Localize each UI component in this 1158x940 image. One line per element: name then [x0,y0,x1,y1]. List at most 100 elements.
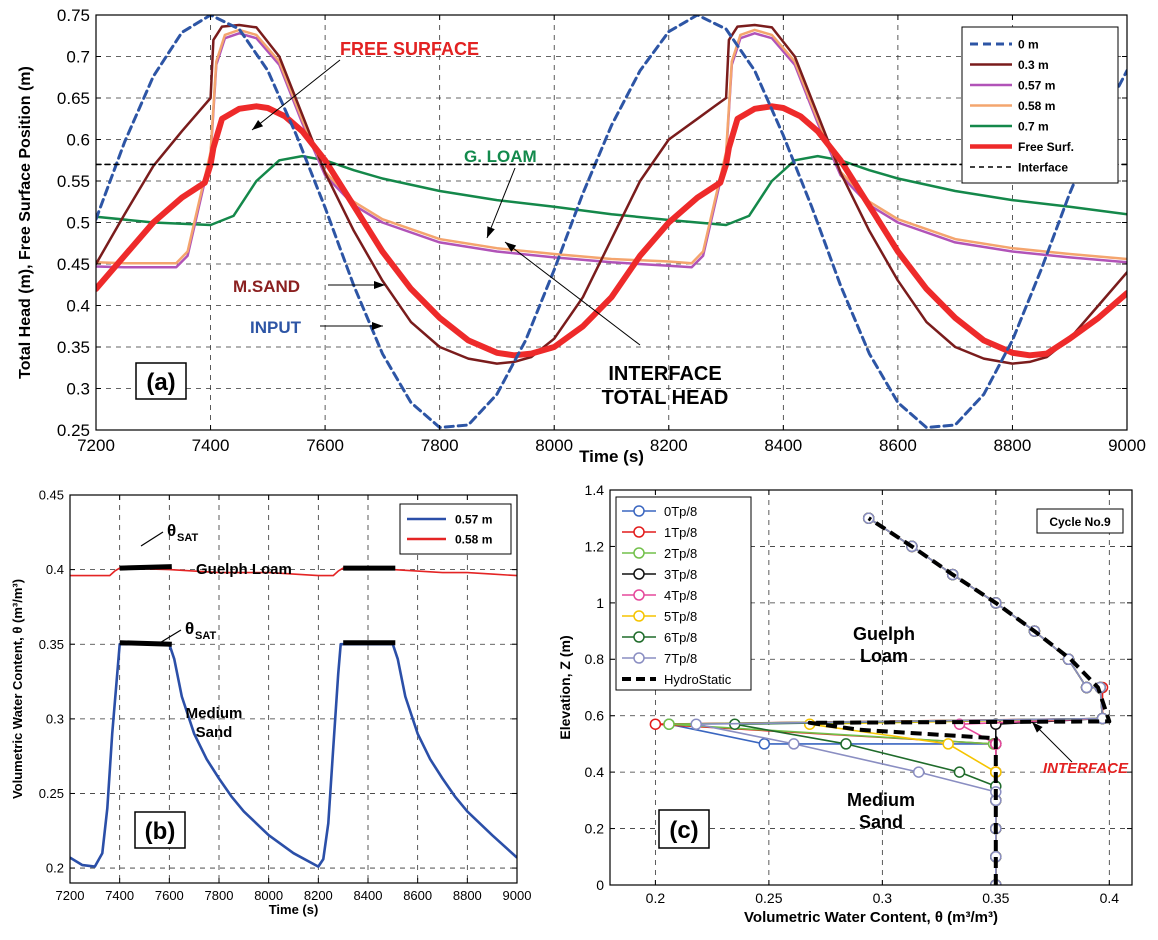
b-xtick-label: 8000 [254,888,283,903]
b-legend-box [399,503,512,555]
a-ytick-label: 0.4 [66,296,90,315]
c-annotation-medium-line1: Medium [847,790,915,810]
c-series-group [649,512,1112,885]
c-legend-label: 4Tp/8 [664,588,697,603]
a-x-axis-label: Time (s) [579,447,644,466]
a-annotation-interface-line1: INTERFACE [608,363,721,385]
a-y-axis-label: Total Head (m), Free Surface Position (m… [17,66,34,379]
a-ytick-label: 0.55 [57,172,90,191]
c-ytick-label: 0.4 [585,764,605,780]
c-series-line-hydrostatic [807,516,1112,885]
b-theta-sat-top-subscript: SAT [177,532,198,544]
a-plot-frame [95,14,1128,431]
c-marker-c2 [663,718,675,730]
a-arrow-interface-head [505,242,517,252]
c-xtick-label: 0.35 [982,890,1009,906]
c-legend-label: 7Tp/8 [664,651,697,666]
a-xtick-label: 8000 [535,436,573,455]
a-ytick-label: 0.7 [66,47,90,66]
c-panel-label: (c) [669,817,698,844]
b-ytick-label: 0.2 [46,861,64,876]
a-legend-label: 0 m [1018,38,1039,52]
c-marker-c7 [1080,681,1093,694]
c-legend-marker-c5 [633,610,645,622]
b-annotation-medium-sand-line2: Sand [196,724,233,741]
c-legend-marker-c7 [633,652,645,664]
a-legend-label: Free Surf. [1018,140,1074,154]
c-legend-label: 0Tp/8 [664,504,697,519]
a-ytick-label: 0.35 [57,338,90,357]
a-ytick-label: 0.75 [57,6,90,25]
panel-b: 7200 7400 7600 7800 8000 8200 8400 8600 8800 9000… [10,488,531,917]
b-annotation-medium-sand-line1: Medium [186,705,243,722]
a-xtick-label: 7200 [77,436,115,455]
c-cycle-label: Cycle No.9 [1049,515,1111,529]
c-x-axis-label: Volumetric Water Content, θ (m³/m³) [744,909,998,926]
a-xtick-label: 8600 [879,436,917,455]
b-series-line-b_s057 [70,642,517,868]
a-xtick-label: 8800 [994,436,1032,455]
c-legend-marker-c2 [633,547,645,559]
a-annotation-input: INPUT [250,318,302,337]
a-legend-label: Interface [1018,161,1068,175]
c-ytick-label: 0.2 [585,820,605,836]
a-xtick-label: 7600 [306,436,344,455]
b-panel-label: (b) [145,818,176,845]
a-legend-label: 0.7 m [1018,120,1049,134]
a-arrow-m-sand-head [374,281,385,289]
c-plot-frame [609,489,1133,886]
b-x-axis-label: Time (s) [269,902,319,917]
c-legend-label: 3Tp/8 [664,567,697,582]
a-series-line-free [96,103,1127,359]
c-marker-c6 [840,738,852,750]
b-xtick-label: 8600 [403,888,432,903]
c-marker-c1 [649,718,662,730]
b-xtick-label: 7200 [56,888,85,903]
b-ytick-label: 0.25 [39,786,64,801]
c-marker-c0 [758,738,771,750]
c-xtick-label: 0.2 [646,890,666,906]
b-xtick-label: 8400 [354,888,383,903]
c-annotation-guelph-line2: Loam [860,646,908,666]
a-arrow-g-loam [486,167,516,239]
b-sat-segment [119,640,172,647]
a-xtick-label: 7400 [192,436,230,455]
b-panel-label-box [134,811,186,849]
a-ytick-label: 0.3 [66,379,90,398]
c-annotation-guelph-line1: Guelph [853,624,915,644]
a-ytick-label: 0.6 [66,130,90,149]
a-legend-label: 0.58 m [1018,99,1055,113]
c-ytick-label: 1 [596,595,604,611]
c-arrow-interface-head [1032,722,1043,733]
c-annotation-medium-line2: Sand [859,812,903,832]
c-legend-label: 6Tp/8 [664,630,697,645]
a-series-group [96,15,1127,429]
c-legend-label: HydroStatic [664,672,732,687]
b-ytick-label: 0.35 [39,637,64,652]
c-xtick-label: 0.25 [755,890,782,906]
a-ytick-label: 0.45 [57,255,90,274]
c-legend-label: 5Tp/8 [664,609,697,624]
b-series-line-b_s058 [70,567,517,577]
b-xtick-label: 8200 [304,888,333,903]
a-arrow-input-head [372,322,383,330]
a-arrow-free-surface [251,59,341,131]
b-theta-sat-bottom-pointer [157,629,182,645]
b-ytick-label: 0.45 [39,488,64,503]
a-xtick-label: 8400 [764,436,802,455]
a-xtick-label: 9000 [1108,436,1146,455]
a-arrow-g-loam-head [487,226,495,238]
a-annotation-m-sand: M.SAND [233,277,300,296]
c-marker-c7 [690,718,702,730]
c-ytick-label: 1.4 [585,482,605,498]
a-arrow-interface [504,241,641,346]
c-legend-label: 1Tp/8 [664,525,697,540]
a-xtick-label: 7800 [421,436,459,455]
b-legend-label: 0.58 m [455,533,492,547]
a-legend-label: 0.57 m [1018,79,1055,93]
b-y-axis-label: Volumetric Water Content, θ (m³/m³) [10,579,25,799]
a-arrow-free-surface-head [252,120,264,130]
a-panel-label-box [135,362,187,400]
b-theta-sat-bottom-subscript: SAT [195,630,216,642]
